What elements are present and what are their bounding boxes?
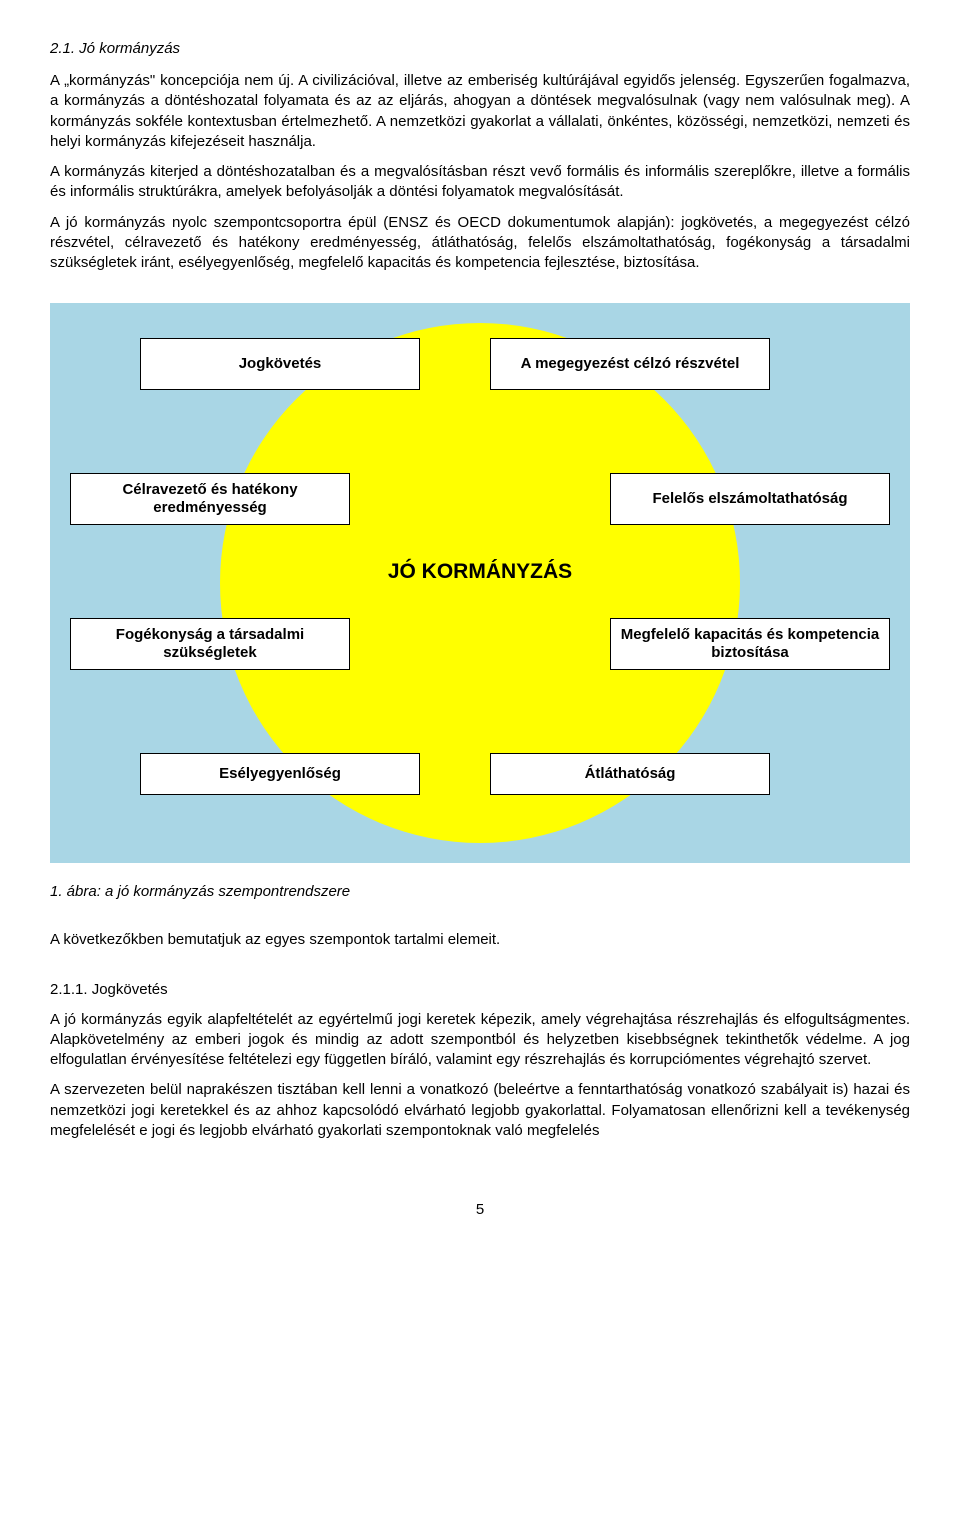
paragraph: A következőkben bemutatjuk az egyes szem… <box>50 930 910 950</box>
diagram-box-eselyegyenloseg: Esélyegyenlőség <box>140 753 420 795</box>
subsection-heading: 2.1.1. Jogkövetés <box>50 981 910 998</box>
diagram-box-eredmenyesseg: Célravezető és hatékony eredményesség <box>70 473 350 525</box>
page-number: 5 <box>50 1201 910 1218</box>
paragraph: A „kormányzás" koncepciója nem új. A civ… <box>50 71 910 152</box>
diagram-center-label: JÓ KORMÁNYZÁS <box>388 560 572 584</box>
section-heading: 2.1. Jó kormányzás <box>50 40 910 57</box>
diagram-box-atlathatosag: Átláthatóság <box>490 753 770 795</box>
paragraph: A kormányzás kiterjed a döntéshozatalban… <box>50 162 910 203</box>
paragraph: A szervezeten belül naprakészen tisztába… <box>50 1080 910 1141</box>
figure-caption: 1. ábra: a jó kormányzás szempontrendsze… <box>50 883 910 900</box>
diagram-box-jogkovetes: Jogkövetés <box>140 338 420 390</box>
diagram-box-elszamoltathatosag: Felelős elszámoltathatóság <box>610 473 890 525</box>
diagram-box-fogekonysag: Fogékonyság a társadalmi szükségletek <box>70 618 350 670</box>
paragraph: A jó kormányzás egyik alapfeltételét az … <box>50 1010 910 1071</box>
diagram-box-kapacitas: Megfelelő kapacitás és kompetencia bizto… <box>610 618 890 670</box>
paragraph: A jó kormányzás nyolc szempontcsoportra … <box>50 213 910 274</box>
diagram-box-reszvetel: A megegyezést célzó részvétel <box>490 338 770 390</box>
governance-diagram: JÓ KORMÁNYZÁS Jogkövetés A megegyezést c… <box>50 303 910 863</box>
